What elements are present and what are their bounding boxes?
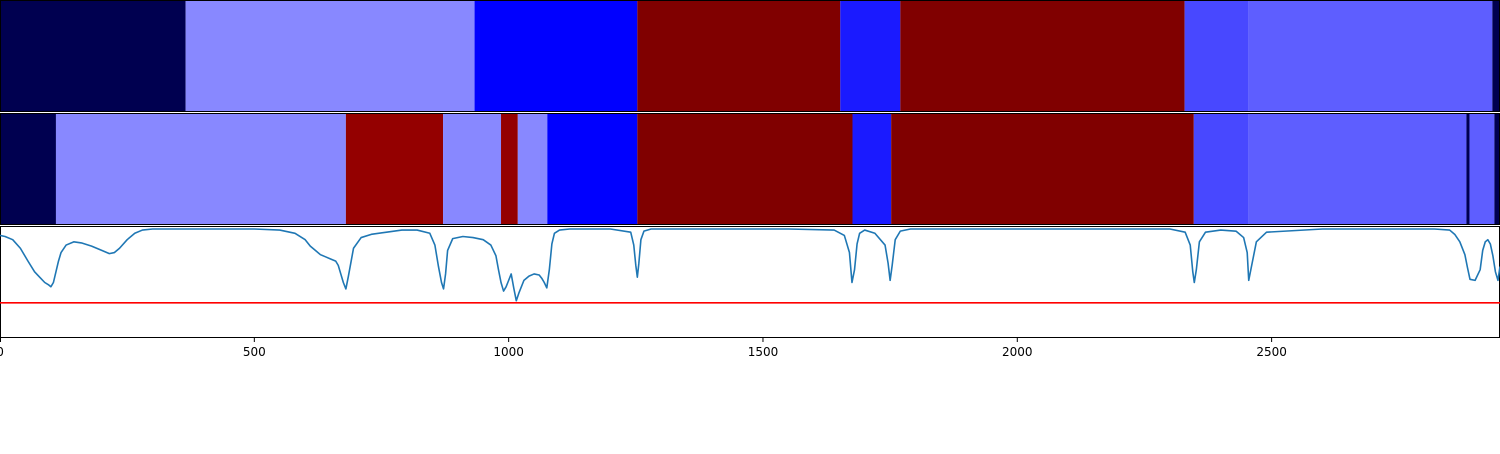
row-1-segment-8 (1248, 0, 1493, 112)
row-1-segment-3 (474, 0, 638, 112)
row-2-segment-14 (1469, 113, 1495, 225)
signal-line (0, 228, 1500, 302)
heatmap-rows (0, 0, 1500, 225)
row-2-segment-12 (1248, 113, 1467, 225)
x-tick-label-2000: 2000 (1002, 345, 1033, 359)
row-1-segment-5 (840, 0, 901, 112)
x-axis: 0 500 1000 1500 2000 2500 (0, 338, 1287, 359)
row-2-segment-15 (1494, 113, 1500, 225)
signal-panel (0, 226, 1500, 338)
x-tick-label-1500: 1500 (748, 345, 779, 359)
row-1-segment-7 (1184, 0, 1249, 112)
heatmap-row-1 (0, 0, 1500, 112)
row-1-segment-1 (0, 0, 186, 112)
row-1-segment-4 (637, 0, 841, 112)
row-2-segment-13 (1466, 113, 1470, 225)
row-1-segment-9 (1492, 0, 1500, 112)
signal-frame (0, 226, 1500, 338)
heatmap-row-2 (0, 113, 1500, 225)
x-tick-label-0: 0 (0, 345, 4, 359)
row-2-segment-2 (55, 113, 346, 225)
row-2-segment-11 (1193, 113, 1249, 225)
row-2-segment-10 (891, 113, 1194, 225)
x-tick-label-500: 500 (243, 345, 266, 359)
x-tick-label-1000: 1000 (493, 345, 524, 359)
row-1-segment-6 (900, 0, 1185, 112)
row-1-segment-2 (185, 0, 475, 112)
row-2-segment-8 (637, 113, 853, 225)
row-2-segment-7 (547, 113, 638, 225)
row-2-segment-6 (517, 113, 548, 225)
x-tick-label-2500: 2500 (1256, 345, 1287, 359)
row-2-segment-1 (0, 113, 56, 225)
row-2-segment-5 (501, 113, 518, 225)
row-2-segment-9 (852, 113, 892, 225)
row-2-segment-3 (345, 113, 444, 225)
row-2-segment-4 (443, 113, 502, 225)
